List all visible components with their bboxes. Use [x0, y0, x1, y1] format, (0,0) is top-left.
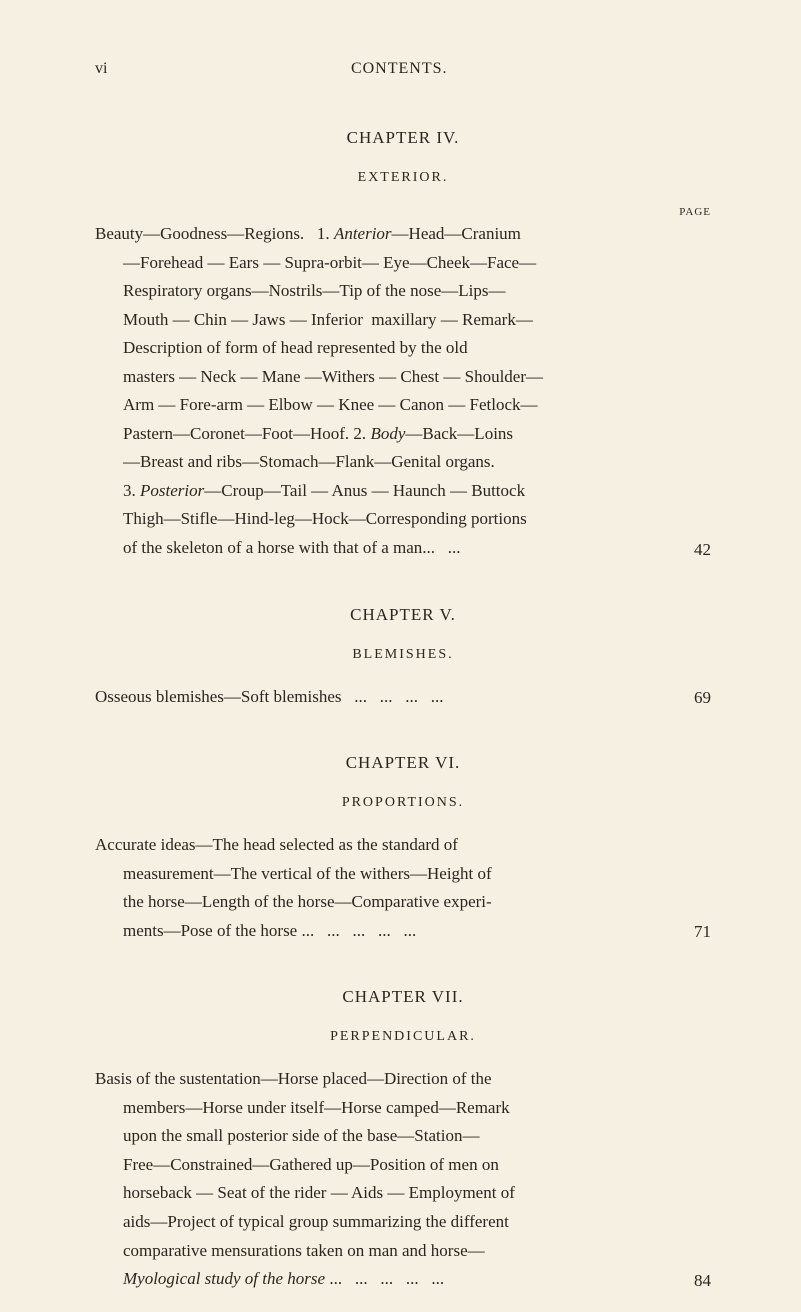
chapter-iv-page: 42 [694, 540, 711, 560]
page-header: vi CONTENTS. [95, 60, 711, 78]
chapter-vi-page: 71 [694, 922, 711, 942]
chapter-vi-section: PROPORTIONS. [95, 795, 711, 811]
chapter-v-title: CHAPTER V. [95, 605, 711, 625]
chapter-iv-title: CHAPTER IV. [95, 128, 711, 148]
chapter-vii-entry: Basis of the sustentation—Horse placed—D… [95, 1065, 711, 1293]
chapter-vi-text: Accurate ideas—The head selected as the … [95, 831, 711, 945]
chapter-v-text: Osseous blemishes—Soft blemishes ... ...… [95, 683, 711, 712]
chapter-vi-title: CHAPTER VI. [95, 753, 711, 773]
chapter-iv-entry: Beauty—Goodness—Regions. 1. Anterior—Hea… [95, 220, 711, 563]
chapter-vii-page: 84 [694, 1271, 711, 1291]
page-number: vi [95, 60, 107, 78]
chapter-vii-text: Basis of the sustentation—Horse placed—D… [95, 1065, 711, 1293]
chapter-vi-entry: Accurate ideas—The head selected as the … [95, 831, 711, 945]
chapter-v-entry: Osseous blemishes—Soft blemishes ... ...… [95, 683, 711, 712]
header-spacer [691, 60, 711, 78]
page-label: PAGE [95, 206, 711, 218]
header-title: CONTENTS. [351, 60, 448, 78]
chapter-iv-text: Beauty—Goodness—Regions. 1. Anterior—Hea… [95, 220, 711, 563]
chapter-iv-section: EXTERIOR. [95, 170, 711, 186]
chapter-vii-title: CHAPTER VII. [95, 987, 711, 1007]
chapter-v-section: BLEMISHES. [95, 647, 711, 663]
chapter-vii-section: PERPENDICULAR. [95, 1029, 711, 1045]
chapter-v-page: 69 [694, 688, 711, 708]
